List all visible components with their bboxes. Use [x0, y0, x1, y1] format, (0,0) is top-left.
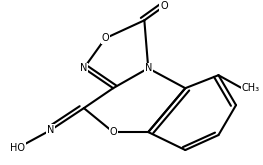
Text: O: O	[102, 33, 109, 43]
Text: N: N	[47, 125, 54, 135]
Text: O: O	[160, 1, 168, 11]
Text: N: N	[145, 63, 152, 73]
Text: HO: HO	[10, 143, 25, 153]
Text: CH₃: CH₃	[242, 83, 260, 93]
Text: O: O	[109, 127, 117, 137]
Text: N: N	[80, 63, 88, 73]
